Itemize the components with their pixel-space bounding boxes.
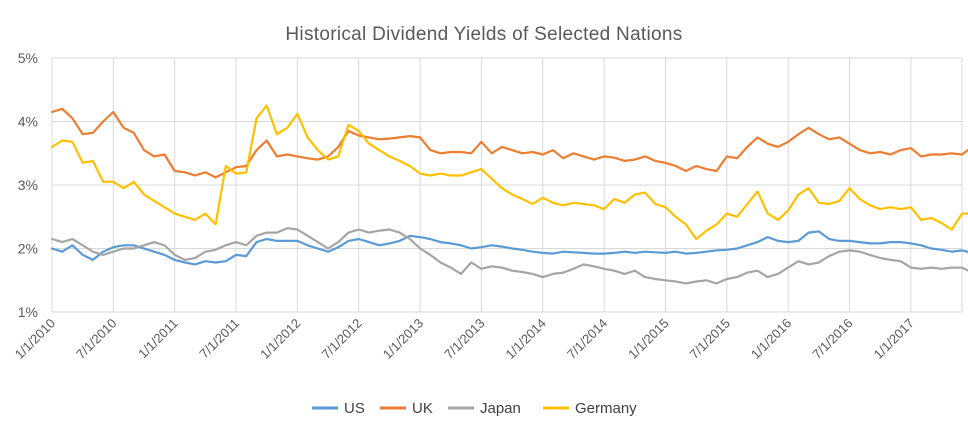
series-line-us [50, 230, 968, 266]
x-tick-label: 1/1/2010 [12, 316, 58, 362]
series-line-germany [50, 104, 968, 241]
x-tick-label: 1/1/2014 [503, 316, 549, 362]
x-axis-ticks: 1/1/2010 7/1/2010 1/1/2011 7/1/2011 1/1/2012… [12, 316, 917, 362]
y-tick-label: 3% [18, 177, 38, 193]
y-tick-label: 4% [18, 114, 38, 130]
x-tick-label: 1/1/2015 [625, 316, 671, 362]
y-tick-label: 1% [18, 304, 38, 320]
chart-title: Historical Dividend Yields of Selected N… [285, 24, 682, 45]
x-tick-label: 7/1/2013 [441, 316, 487, 362]
legend-label-germany: Germany [575, 400, 637, 417]
legend: US UK Japan Germany [312, 400, 637, 417]
y-tick-label: 2% [18, 241, 38, 257]
legend-label-us: US [344, 400, 365, 417]
x-tick-label: 7/1/2012 [318, 316, 364, 362]
x-tick-label: 7/1/2010 [73, 316, 119, 362]
x-tick-label: 1/1/2016 [748, 316, 794, 362]
x-tick-label: 1/1/2011 [135, 316, 181, 362]
x-tick-label: 1/1/2013 [380, 316, 426, 362]
x-tick-label: 7/1/2011 [196, 316, 242, 362]
x-tick-label: 1/1/2012 [257, 316, 303, 362]
x-tick-label: 7/1/2016 [809, 316, 855, 362]
x-tick-label: 1/1/2017 [871, 316, 917, 362]
y-tick-label: 5% [18, 50, 38, 66]
y-axis-ticks: 1% 2% 3% 4% 5% [18, 50, 38, 320]
series-line-uk [50, 107, 968, 179]
series-line-japan [50, 227, 968, 285]
series-lines [50, 104, 968, 285]
x-tick-label: 7/1/2014 [564, 316, 610, 362]
gridlines [51, 57, 963, 313]
x-tick-label: 7/1/2015 [687, 316, 733, 362]
legend-label-japan: Japan [480, 400, 521, 417]
legend-label-uk: UK [412, 400, 433, 417]
